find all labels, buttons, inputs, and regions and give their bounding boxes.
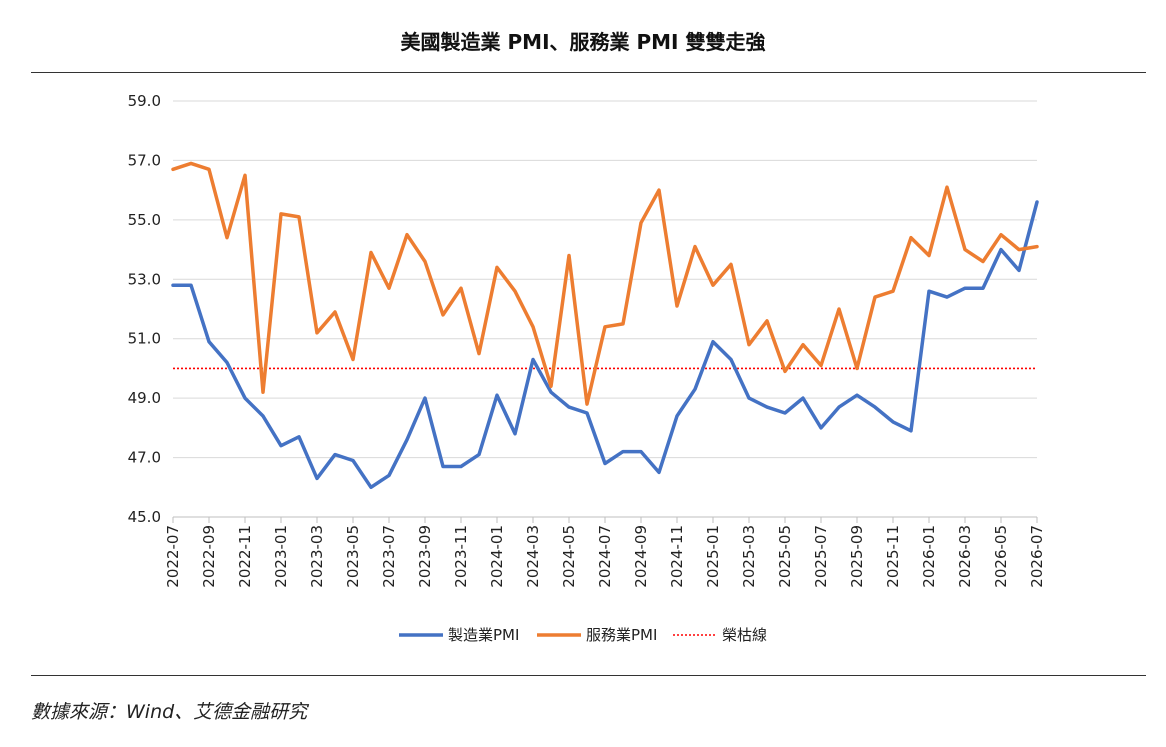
x-tick-label: 2026-05 [992, 525, 1010, 588]
x-tick-label: 2026-03 [956, 525, 974, 588]
y-tick-label: 53.0 [128, 270, 161, 288]
x-tick-label: 2023-07 [380, 525, 398, 588]
legend: 製造業PMI 服務業PMI 榮枯線 [399, 626, 767, 644]
x-tick-label: 2025-03 [740, 525, 758, 588]
series-lines [171, 161, 1039, 490]
x-tick-label: 2024-09 [632, 525, 650, 588]
x-tick-label: 2026-01 [920, 525, 938, 588]
x-tick-label: 2024-07 [596, 525, 614, 588]
x-tick-label: 2023-03 [308, 525, 326, 588]
y-tick-label: 45.0 [128, 508, 161, 526]
y-tick-label: 57.0 [128, 151, 161, 169]
x-tick-label: 2025-01 [704, 525, 722, 588]
x-tick-label: 2026-07 [1028, 525, 1046, 588]
legend-label-0: 製造業PMI [448, 626, 519, 644]
y-axis-ticks: 45.0 47.0 49.0 51.0 53.0 55.0 57.0 59.0 [128, 92, 161, 526]
x-tick-label: 2025-11 [884, 525, 902, 588]
y-tick-label: 49.0 [128, 389, 161, 407]
line-chart: 45.0 47.0 49.0 51.0 53.0 55.0 57.0 59.0 2022-07… [128, 92, 1046, 644]
x-tick-label: 2023-09 [416, 525, 434, 588]
source-note: 數據來源：Wind、艾德金融研究 [31, 701, 308, 723]
y-tick-label: 47.0 [128, 449, 161, 467]
x-tick-label: 2024-11 [668, 525, 686, 588]
legend-label-1: 服務業PMI [586, 626, 657, 644]
grid-lines [173, 100, 1037, 518]
series-line-1 [171, 161, 1039, 406]
series-line-0 [171, 200, 1039, 490]
x-tick-label: 2022-09 [200, 525, 218, 588]
x-tick-label: 2025-07 [812, 525, 830, 588]
x-tick-label: 2024-05 [560, 525, 578, 588]
x-tick-label: 2023-05 [344, 525, 362, 588]
x-tick-label: 2023-01 [272, 525, 290, 588]
y-tick-label: 51.0 [128, 330, 161, 348]
x-tick-label: 2023-11 [452, 525, 470, 588]
legend-label-2: 榮枯線 [722, 626, 767, 644]
top-divider [31, 72, 1146, 73]
x-tick-label: 2025-09 [848, 525, 866, 588]
x-tick-label: 2022-11 [236, 525, 254, 588]
x-tick-label: 2024-03 [524, 525, 542, 588]
x-tick-label: 2024-01 [488, 525, 506, 588]
x-axis-ticks: 2022-07 2022-09 2022-11 2023-01 2023-03 2023-… [164, 517, 1046, 588]
chart-title: 美國製造業 PMI、服務業 PMI 雙雙走強 [400, 30, 766, 54]
x-tick-label: 2022-07 [164, 525, 182, 588]
bottom-divider [31, 675, 1146, 676]
x-tick-label: 2025-05 [776, 525, 794, 588]
y-tick-label: 59.0 [128, 92, 161, 110]
y-tick-label: 55.0 [128, 211, 161, 229]
